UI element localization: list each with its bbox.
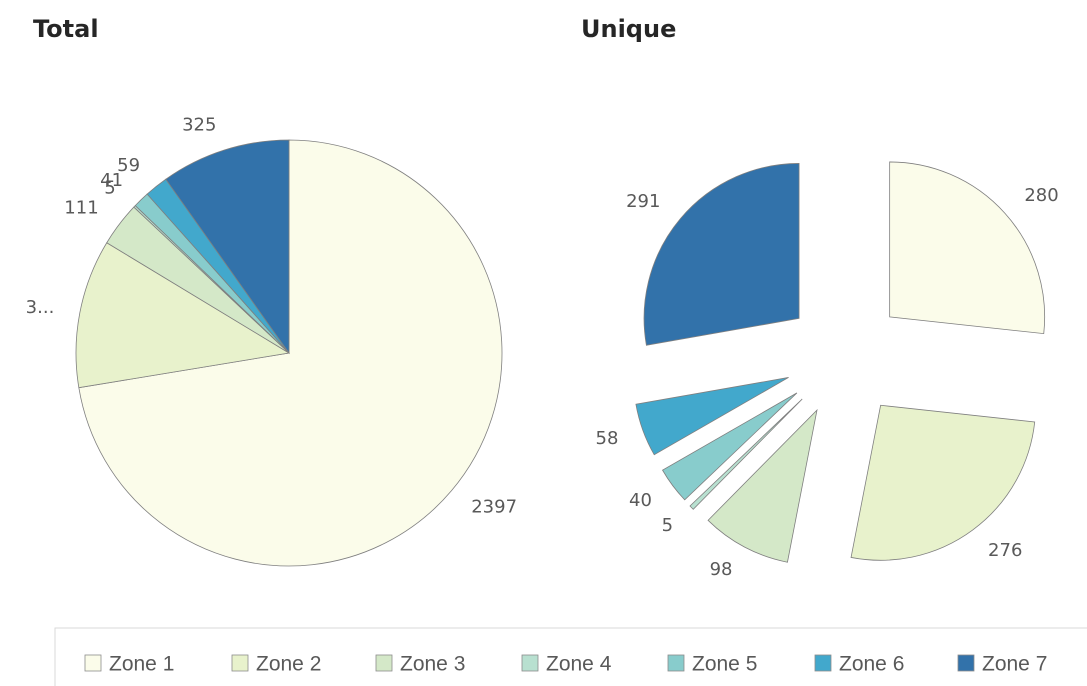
data-label: 276 — [988, 540, 1022, 561]
pie-slice — [889, 161, 1046, 335]
data-label: 41 — [100, 170, 123, 191]
pie-slice — [78, 139, 503, 567]
legend-box — [54, 627, 1087, 686]
pie-slice — [661, 392, 798, 501]
legend-swatch — [957, 654, 975, 672]
data-label: 280 — [1024, 185, 1058, 206]
legend-swatch — [521, 654, 539, 672]
pie-slice — [643, 163, 800, 346]
data-label: 291 — [626, 191, 660, 212]
legend-swatch — [814, 654, 832, 672]
legend-label: Zone 4 — [546, 653, 612, 676]
pie-slice — [75, 242, 291, 389]
legend-label: Zone 3 — [400, 653, 465, 676]
data-label: 3... — [26, 297, 55, 318]
data-label: 111 — [64, 197, 98, 218]
data-label: 98 — [710, 559, 733, 580]
legend-label: Zone 1 — [109, 653, 174, 676]
data-label: 40 — [629, 490, 652, 511]
legend-swatch — [375, 654, 393, 672]
legend-label: Zone 6 — [839, 653, 904, 676]
data-label: 58 — [596, 428, 619, 449]
data-label: 5 — [662, 515, 673, 536]
legend-label: Zone 7 — [982, 653, 1047, 676]
data-label: 325 — [182, 114, 216, 135]
pie-slice — [707, 408, 818, 563]
legend-swatch — [231, 654, 249, 672]
data-label: 5 — [104, 177, 115, 198]
data-label: 59 — [117, 155, 140, 176]
chart-title: Total — [33, 15, 99, 43]
legend-label: Zone 2 — [256, 653, 321, 676]
pie-slice — [850, 404, 1036, 561]
legend-swatch — [667, 654, 685, 672]
data-label: 2397 — [471, 497, 517, 518]
legend-swatch — [84, 654, 102, 672]
pie-slice — [165, 139, 290, 355]
legend-label: Zone 5 — [692, 653, 757, 676]
pie-slice — [689, 398, 803, 510]
chart-title: Unique — [581, 15, 676, 43]
pie-slice — [635, 377, 789, 456]
